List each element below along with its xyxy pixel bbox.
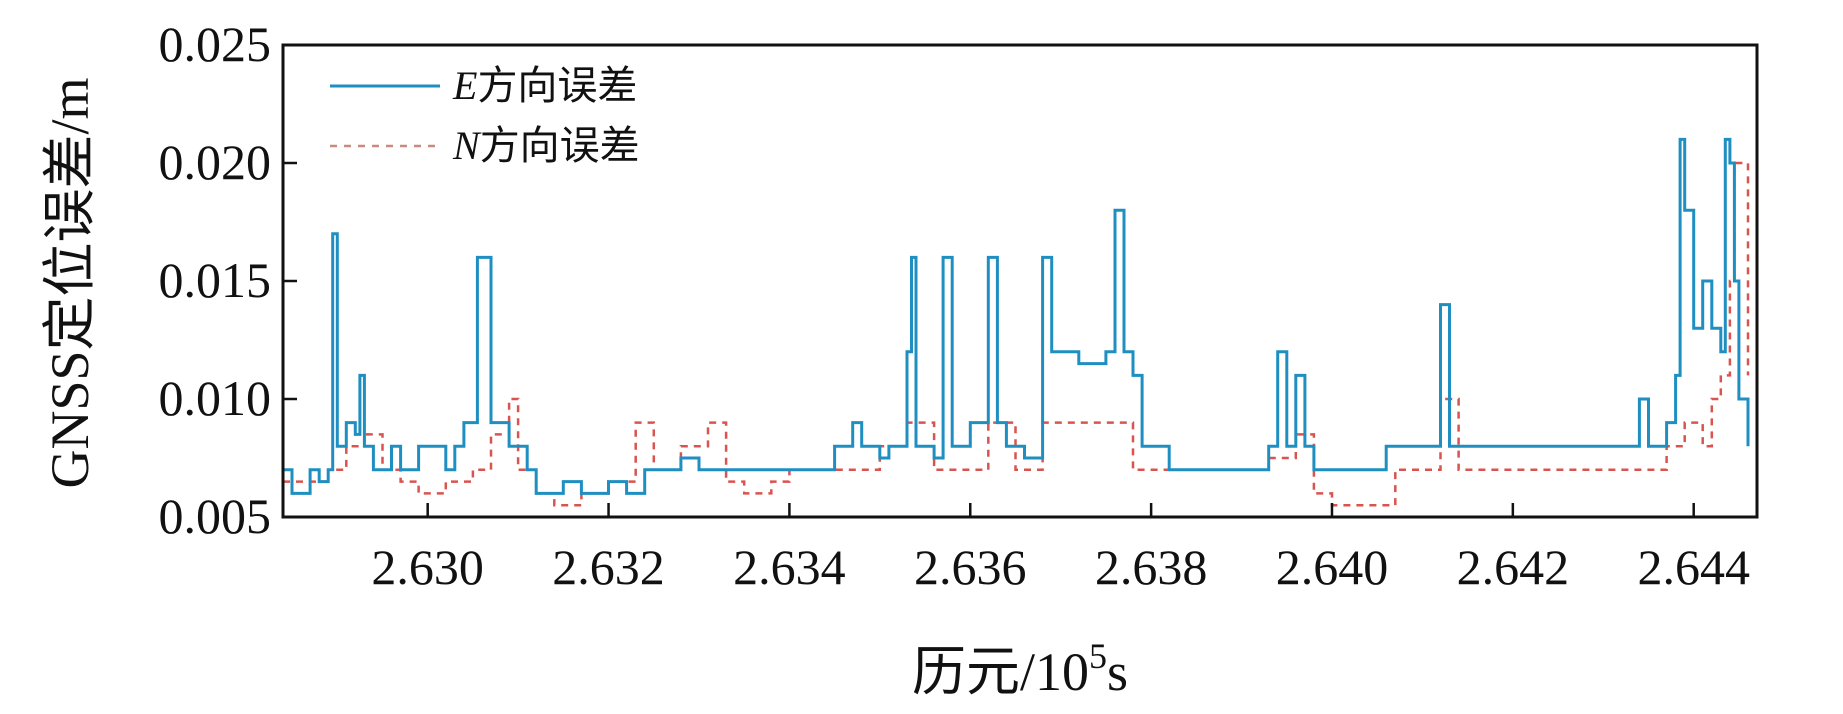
legend: E方向误差 N方向误差 <box>330 63 640 168</box>
x-tick-label: 2.636 <box>914 539 1027 595</box>
legend-label-e: E方向误差 <box>452 63 637 108</box>
legend-label-n: N方向误差 <box>452 123 640 168</box>
y-tick-label: 0.010 <box>159 370 272 426</box>
x-axis-title: 历元/105s <box>912 636 1128 702</box>
series-layer <box>283 137 1750 507</box>
x-tick-label: 2.634 <box>733 539 846 595</box>
y-tick-label: 0.020 <box>159 134 272 190</box>
series-line-e <box>283 137 1750 495</box>
x-tick-label: 2.632 <box>552 539 665 595</box>
x-ticks: 2.630 2.632 2.634 2.636 2.638 2.640 2.642 2.644 <box>371 503 1750 595</box>
y-axis-title: GNSS定位误差/m <box>40 77 100 488</box>
x-tick-label: 2.640 <box>1276 539 1389 595</box>
y-tick-label: 0.015 <box>159 252 272 308</box>
y-tick-label: 0.025 <box>159 16 272 72</box>
series-line-n <box>283 161 1750 507</box>
y-tick-label: 0.005 <box>159 488 272 544</box>
x-tick-label: 2.638 <box>1095 539 1208 595</box>
x-tick-label: 2.630 <box>371 539 484 595</box>
y-ticks: 0.005 0.010 0.015 0.020 0.025 <box>159 16 297 544</box>
x-tick-label: 2.644 <box>1637 539 1750 595</box>
x-tick-label: 2.642 <box>1457 539 1570 595</box>
